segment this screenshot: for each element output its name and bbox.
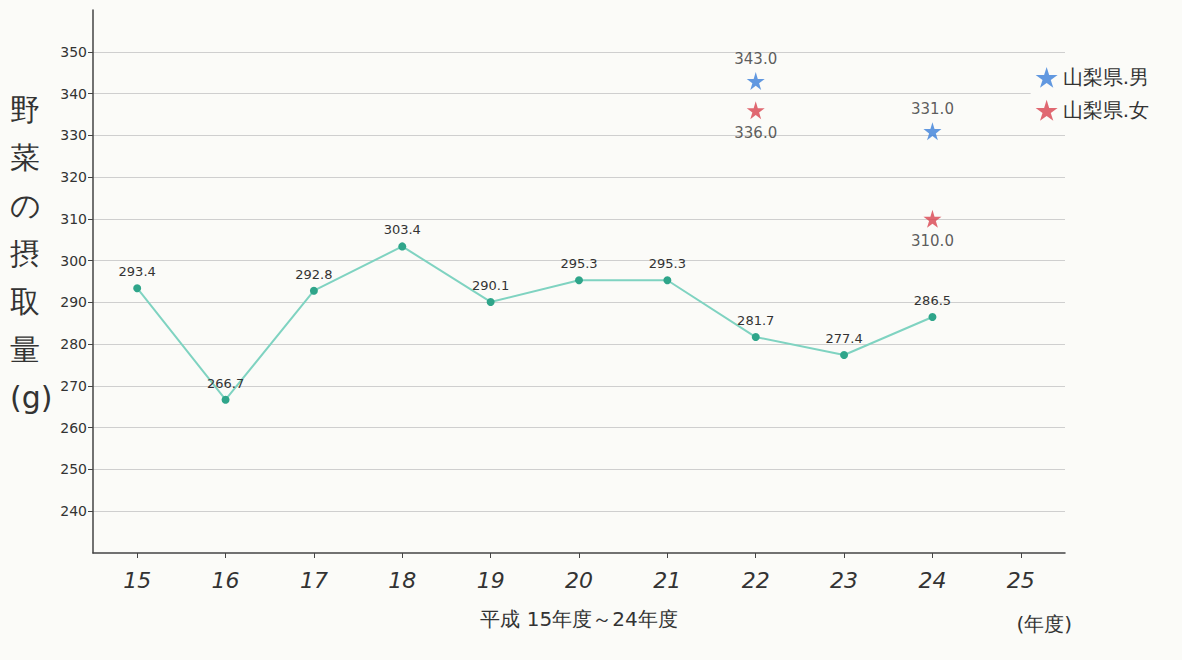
svg-text:290.1: 290.1 bbox=[472, 278, 509, 293]
svg-text:336.0: 336.0 bbox=[734, 124, 777, 142]
svg-text:16: 16 bbox=[212, 568, 240, 593]
svg-text:293.4: 293.4 bbox=[119, 264, 156, 279]
svg-text:山梨県.女: 山梨県.女 bbox=[1063, 98, 1149, 122]
svg-text:286.5: 286.5 bbox=[914, 293, 951, 308]
svg-text:320: 320 bbox=[60, 169, 87, 185]
svg-text:20: 20 bbox=[565, 568, 593, 593]
svg-text:240: 240 bbox=[60, 503, 87, 519]
svg-text:23: 23 bbox=[830, 568, 858, 593]
svg-text:取: 取 bbox=[10, 284, 40, 319]
svg-text:22: 22 bbox=[742, 568, 770, 593]
svg-text:295.3: 295.3 bbox=[560, 256, 597, 271]
svg-text:24: 24 bbox=[918, 568, 946, 593]
svg-text:山梨県.男: 山梨県.男 bbox=[1063, 65, 1149, 89]
svg-text:280: 280 bbox=[60, 336, 87, 352]
svg-text:310.0: 310.0 bbox=[911, 232, 954, 250]
svg-text:266.7: 266.7 bbox=[207, 376, 244, 391]
svg-text:15: 15 bbox=[123, 568, 151, 593]
svg-text:250: 250 bbox=[60, 461, 87, 477]
svg-text:19: 19 bbox=[477, 568, 505, 593]
svg-text:(g): (g) bbox=[10, 380, 52, 415]
svg-text:量: 量 bbox=[10, 332, 40, 367]
svg-text:290: 290 bbox=[60, 294, 87, 310]
svg-text:260: 260 bbox=[60, 420, 87, 436]
svg-text:281.7: 281.7 bbox=[737, 313, 774, 328]
svg-text:300: 300 bbox=[60, 253, 87, 269]
svg-text:平成 15年度～24年度: 平成 15年度～24年度 bbox=[480, 607, 677, 631]
svg-text:295.3: 295.3 bbox=[649, 256, 686, 271]
svg-text:25: 25 bbox=[1007, 568, 1035, 593]
svg-text:330: 330 bbox=[60, 127, 87, 143]
svg-text:17: 17 bbox=[300, 568, 328, 593]
svg-text:292.8: 292.8 bbox=[295, 267, 332, 282]
svg-text:21: 21 bbox=[653, 568, 681, 593]
svg-text:18: 18 bbox=[388, 568, 416, 593]
svg-text:菜: 菜 bbox=[10, 140, 40, 175]
svg-text:340: 340 bbox=[60, 86, 87, 102]
svg-text:350: 350 bbox=[60, 44, 87, 60]
svg-text:310: 310 bbox=[60, 211, 87, 227]
svg-text:の: の bbox=[10, 188, 41, 223]
svg-text:277.4: 277.4 bbox=[825, 331, 862, 346]
svg-text:270: 270 bbox=[60, 378, 87, 394]
svg-text:303.4: 303.4 bbox=[384, 222, 421, 237]
svg-text:(年度): (年度) bbox=[1016, 612, 1072, 636]
svg-text:摂: 摂 bbox=[10, 236, 40, 271]
svg-text:331.0: 331.0 bbox=[911, 100, 954, 118]
svg-text:野: 野 bbox=[10, 92, 40, 127]
svg-text:343.0: 343.0 bbox=[734, 50, 777, 68]
